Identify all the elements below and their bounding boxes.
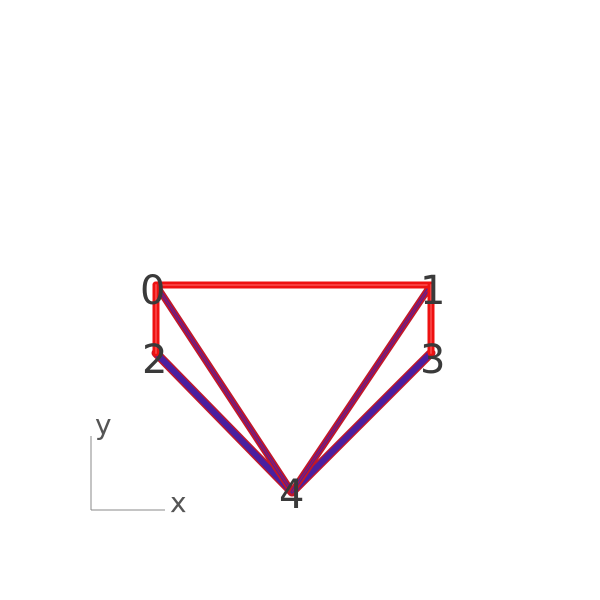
node-label-3: 3 (420, 337, 445, 383)
node-label-4: 4 (279, 472, 304, 518)
edge-2-4 (153, 350, 295, 495)
edge-0-4-core (155, 284, 293, 493)
labels-layer: 0 1 2 3 4 (140, 268, 445, 518)
edges-layer (151, 281, 436, 497)
axis-indicator: y x (90, 408, 187, 519)
edge-1-4-core (291, 284, 432, 493)
edge-3-4 (289, 350, 434, 495)
node-label-1: 1 (420, 268, 445, 314)
node-label-0: 0 (140, 268, 165, 314)
x-axis-label: x (170, 486, 187, 519)
node-label-2: 2 (142, 337, 167, 383)
y-axis-label: y (95, 408, 112, 441)
